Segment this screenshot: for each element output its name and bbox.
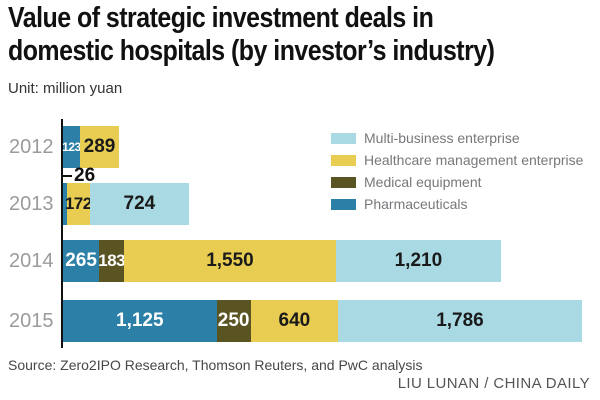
year-label-2012: 2012 [9, 136, 54, 158]
value-label: 289 [83, 136, 116, 157]
legend-label-pharmaceuticals: Pharmaceuticals [364, 196, 468, 212]
segment-2015-medical-equipment: 250 [216, 300, 251, 342]
segment-2014-healthcare-management-enterprise: 1,550 [124, 240, 336, 282]
segment-2014-multi-business-enterprise: 1,210 [335, 240, 501, 282]
value-label: 250 [217, 310, 250, 331]
title-line-2: domestic hospitals (by investor’s indust… [8, 35, 495, 67]
segment-2012-healthcare-management-enterprise: 289 [79, 126, 120, 168]
bar-2014: 265 183 1,550 1,210 [63, 240, 501, 282]
legend-item-healthcare-management-enterprise: Healthcare management enterprise [331, 149, 583, 171]
source-note: Source: Zero2IPO Research, Thomson Reute… [8, 357, 423, 373]
value-label: 1,125 [116, 310, 164, 331]
callout-tick [61, 175, 72, 177]
value-label: 123 [62, 140, 81, 154]
legend-swatch-pharmaceuticals [331, 198, 356, 210]
segment-2013-pharmaceuticals [63, 183, 67, 225]
value-label: 724 [123, 193, 156, 214]
segment-2015-multi-business-enterprise: 1,786 [338, 300, 582, 342]
segment-2012-pharmaceuticals: 123 [62, 126, 81, 168]
value-label: 265 [65, 250, 97, 271]
credit-line: LIU LUNAN / CHINA DAILY [397, 375, 590, 392]
year-label-2013: 2013 [9, 193, 54, 215]
legend: Multi-business enterprise Healthcare mana… [331, 127, 583, 215]
value-label: 172 [64, 194, 92, 213]
legend-swatch-healthcare-management-enterprise [331, 154, 356, 166]
segment-2014-pharmaceuticals: 265 [63, 240, 100, 282]
legend-swatch-multi-business-enterprise [331, 132, 356, 144]
segment-2013-healthcare-management-enterprise: 172 [64, 183, 92, 225]
unit-label: Unit: million yuan [8, 80, 123, 97]
segment-2013-multi-business-enterprise: 724 [90, 183, 189, 225]
value-label: 1,550 [206, 250, 254, 271]
legend-swatch-medical-equipment [331, 176, 356, 188]
bar-2015: 1,125 250 640 1,786 [63, 300, 582, 342]
legend-item-multi-business-enterprise: Multi-business enterprise [331, 127, 583, 149]
legend-label-multi-business-enterprise: Multi-business enterprise [364, 130, 520, 146]
value-label: 1,210 [394, 250, 443, 271]
value-label: 640 [278, 310, 311, 331]
bar-2012: 123 289 [62, 126, 120, 168]
bar-2013: 172 724 [63, 183, 189, 225]
callout-label: 26 [74, 165, 96, 186]
y-axis-line [61, 119, 63, 348]
page-title: Value of strategic investment deals in d… [8, 2, 495, 68]
year-label-2014: 2014 [9, 250, 54, 272]
legend-item-medical-equipment: Medical equipment [331, 171, 583, 193]
legend-item-pharmaceuticals: Pharmaceuticals [331, 193, 583, 215]
year-label-2015: 2015 [9, 310, 54, 332]
value-label: 183 [98, 251, 126, 270]
value-label: 1,786 [436, 310, 484, 331]
title-line-1: Value of strategic investment deals in [8, 2, 434, 34]
legend-label-healthcare-management-enterprise: Healthcare management enterprise [364, 152, 584, 168]
legend-label-medical-equipment: Medical equipment [364, 174, 482, 190]
segment-2015-pharmaceuticals: 1,125 [63, 300, 217, 342]
segment-2015-healthcare-management-enterprise: 640 [250, 300, 339, 342]
segment-2014-medical-equipment: 183 [98, 240, 126, 282]
